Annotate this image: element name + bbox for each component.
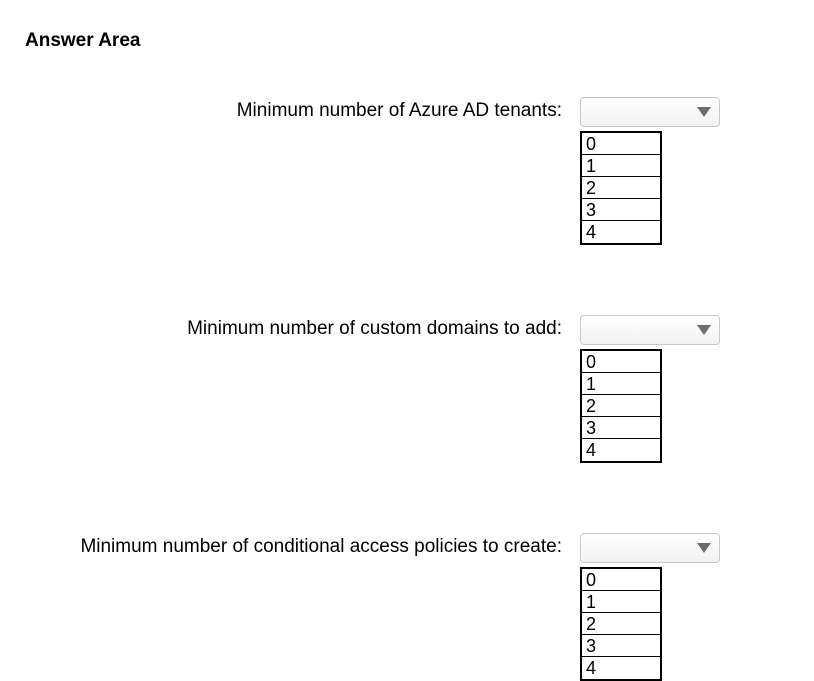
question-label: Minimum number of conditional access pol… bbox=[25, 533, 580, 558]
option-item[interactable]: 0 bbox=[582, 569, 660, 591]
option-item[interactable]: 4 bbox=[582, 657, 660, 679]
option-item[interactable]: 1 bbox=[582, 155, 660, 177]
options-list: 01234 bbox=[580, 567, 662, 681]
question-row: Minimum number of Azure AD tenants:01234 bbox=[25, 97, 789, 245]
options-list: 01234 bbox=[580, 131, 662, 245]
answer-column: 01234 bbox=[580, 533, 720, 681]
option-item[interactable]: 1 bbox=[582, 591, 660, 613]
option-item[interactable]: 2 bbox=[582, 613, 660, 635]
option-item[interactable]: 2 bbox=[582, 395, 660, 417]
question-row: Minimum number of conditional access pol… bbox=[25, 533, 789, 681]
chevron-down-icon bbox=[697, 325, 711, 335]
chevron-down-icon bbox=[697, 543, 711, 553]
option-item[interactable]: 0 bbox=[582, 133, 660, 155]
option-item[interactable]: 3 bbox=[582, 417, 660, 439]
answer-column: 01234 bbox=[580, 97, 720, 245]
option-item[interactable]: 3 bbox=[582, 635, 660, 657]
question-label: Minimum number of custom domains to add: bbox=[25, 315, 580, 340]
options-list: 01234 bbox=[580, 349, 662, 463]
dropdown-select[interactable] bbox=[580, 97, 720, 127]
dropdown-select[interactable] bbox=[580, 533, 720, 563]
option-item[interactable]: 4 bbox=[582, 221, 660, 243]
option-item[interactable]: 2 bbox=[582, 177, 660, 199]
dropdown-select[interactable] bbox=[580, 315, 720, 345]
chevron-down-icon bbox=[697, 107, 711, 117]
option-item[interactable]: 4 bbox=[582, 439, 660, 461]
answer-column: 01234 bbox=[580, 315, 720, 463]
page-title: Answer Area bbox=[25, 30, 789, 52]
question-row: Minimum number of custom domains to add:… bbox=[25, 315, 789, 463]
option-item[interactable]: 1 bbox=[582, 373, 660, 395]
question-label: Minimum number of Azure AD tenants: bbox=[25, 97, 580, 122]
questions-container: Minimum number of Azure AD tenants:01234… bbox=[25, 97, 789, 681]
option-item[interactable]: 0 bbox=[582, 351, 660, 373]
option-item[interactable]: 3 bbox=[582, 199, 660, 221]
